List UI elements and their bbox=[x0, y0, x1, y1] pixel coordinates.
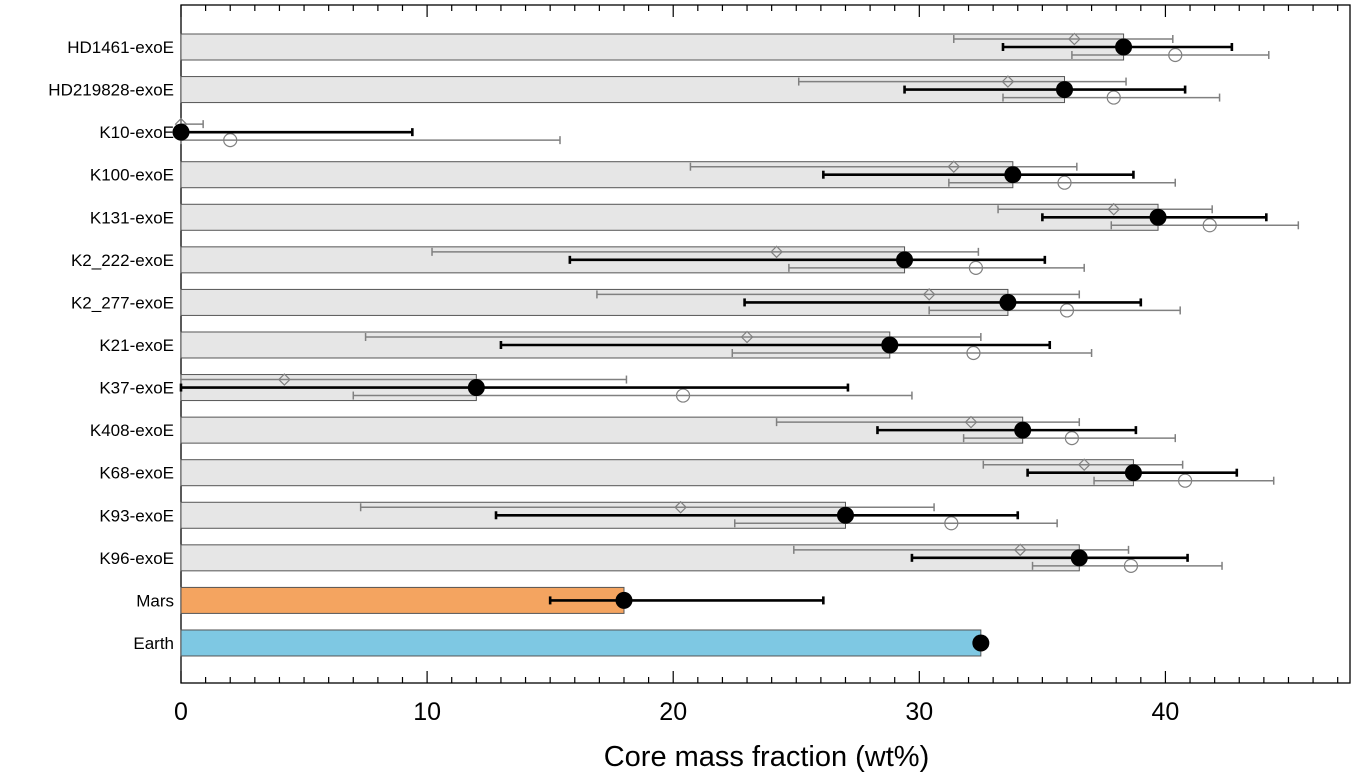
filled-circle-marker bbox=[836, 506, 854, 524]
x-tick-label: 10 bbox=[413, 698, 441, 726]
x-tick-label: 30 bbox=[905, 698, 933, 726]
category-label: K21-exoE bbox=[99, 336, 174, 355]
filled-circle-marker bbox=[1149, 208, 1167, 226]
filled-circle-marker bbox=[172, 123, 190, 141]
filled-circle-marker bbox=[881, 336, 899, 354]
category-label: HD219828-exoE bbox=[48, 81, 174, 100]
bar bbox=[180, 203, 1159, 231]
filled-circle-marker bbox=[467, 379, 485, 397]
bar bbox=[180, 629, 982, 657]
open-circle-marker bbox=[1178, 473, 1193, 488]
diamond-marker bbox=[278, 373, 291, 386]
x-tick-label: 0 bbox=[174, 698, 188, 726]
x-tick-label: 20 bbox=[659, 698, 687, 726]
bar bbox=[180, 33, 1125, 61]
bar bbox=[180, 459, 1134, 487]
open-circle-marker bbox=[968, 260, 984, 275]
filled-circle-marker bbox=[1070, 549, 1088, 567]
category-label: K2_277-exoE bbox=[71, 293, 174, 312]
open-circle-marker bbox=[675, 388, 691, 403]
open-circle-marker bbox=[966, 345, 981, 361]
filled-circle-marker bbox=[896, 251, 914, 269]
diamond-marker bbox=[1013, 543, 1027, 557]
category-label: Earth bbox=[133, 634, 174, 653]
category-label: K93-exoE bbox=[99, 506, 174, 525]
category-label: K10-exoE bbox=[99, 123, 174, 142]
open-circle-marker bbox=[1059, 303, 1075, 318]
filled-circle-marker bbox=[615, 591, 633, 609]
filled-circle-marker bbox=[1115, 38, 1133, 56]
diamond-marker bbox=[1077, 458, 1091, 472]
filled-circle-marker bbox=[972, 634, 990, 652]
category-label: Mars bbox=[136, 591, 174, 610]
filled-circle-marker bbox=[1056, 81, 1074, 99]
filled-circle-marker bbox=[1004, 166, 1022, 184]
category-label: K37-exoE bbox=[99, 379, 174, 398]
diamond-marker bbox=[740, 330, 754, 344]
diamond-marker bbox=[1001, 75, 1015, 88]
category-label: K96-exoE bbox=[99, 549, 174, 568]
open-circle-marker bbox=[1057, 175, 1072, 190]
x-tick-label: 40 bbox=[1152, 698, 1180, 726]
filled-circle-marker bbox=[999, 293, 1017, 311]
category-label: K2_222-exoE bbox=[71, 251, 174, 270]
diamond-marker bbox=[674, 500, 687, 514]
open-circle-marker bbox=[1106, 90, 1121, 105]
diamond-marker bbox=[770, 245, 783, 259]
open-circle-marker bbox=[1123, 558, 1139, 573]
open-circle-marker bbox=[944, 516, 959, 531]
diamond-marker bbox=[922, 288, 936, 301]
open-circle-marker bbox=[1168, 47, 1183, 63]
category-label: K408-exoE bbox=[90, 421, 174, 440]
diamond-marker bbox=[1107, 202, 1121, 216]
category-label: K131-exoE bbox=[90, 208, 174, 227]
diamond-marker bbox=[964, 415, 978, 429]
x-axis-title: Core mass fraction (wt%) bbox=[604, 741, 930, 773]
filled-circle-marker bbox=[1124, 464, 1142, 482]
category-label: K100-exoE bbox=[90, 166, 174, 185]
diamond-marker bbox=[1068, 32, 1081, 46]
diamond-marker bbox=[947, 160, 961, 174]
filled-circle-marker bbox=[1014, 421, 1032, 439]
open-circle-marker bbox=[1064, 431, 1080, 446]
open-circle-marker bbox=[223, 133, 238, 148]
open-circle-marker bbox=[1202, 218, 1217, 233]
category-label: HD1461-exoE bbox=[67, 38, 174, 57]
category-label: K68-exoE bbox=[99, 464, 174, 483]
